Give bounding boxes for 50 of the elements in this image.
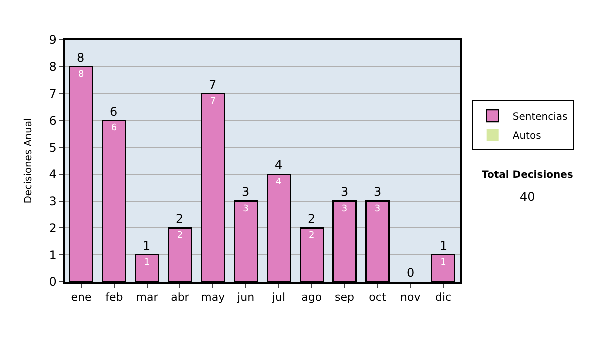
total-label: 7 <box>209 78 217 92</box>
y-tick-label: 6 <box>49 114 57 128</box>
total-label: 6 <box>110 105 118 119</box>
data-label: 6 <box>111 124 118 134</box>
total-label: 3 <box>242 185 250 199</box>
total-label: 1 <box>440 239 448 253</box>
y-tick-label: 8 <box>49 60 57 74</box>
y-tick-label: 4 <box>49 168 57 182</box>
x-tick-label: feb <box>106 290 124 304</box>
y-tick-label: 3 <box>49 194 57 209</box>
data-label: 7 <box>210 96 216 107</box>
data-label: 1 <box>440 258 446 268</box>
x-tick-label: jul <box>271 290 286 304</box>
x-tick-label: mar <box>136 290 159 304</box>
total-label: 3 <box>341 185 349 199</box>
y-tick-label: 7 <box>49 86 57 101</box>
y-tick-label: 1 <box>49 248 57 262</box>
y-tick-label: 2 <box>49 221 57 236</box>
data-label: 2 <box>177 231 184 242</box>
text: 40 <box>520 190 536 204</box>
total-label: 4 <box>275 158 283 172</box>
data-label: 3 <box>342 204 348 214</box>
total-label: 2 <box>308 212 316 226</box>
x-tick-label: nov <box>400 290 422 304</box>
legend-label: Sentencias <box>512 112 568 123</box>
x-tick-label: oct <box>369 290 387 304</box>
data-label: 3 <box>243 204 249 214</box>
total-label: 8 <box>77 51 85 65</box>
total-label: 1 <box>143 239 151 253</box>
y-tick-label: 0 <box>49 275 57 290</box>
x-tick-label: abr <box>171 290 190 304</box>
y-tick-label: 5 <box>49 140 57 155</box>
x-tick-label: ene <box>71 290 92 304</box>
legend-label: Autos <box>512 130 542 142</box>
total-label: 2 <box>176 212 184 226</box>
data-label: 4 <box>276 177 282 188</box>
x-tick-label: jun <box>236 290 255 304</box>
y-axis-title: Decisiones Anual <box>24 118 35 204</box>
total-label: 3 <box>374 185 382 199</box>
data-label: 3 <box>374 204 381 214</box>
total-label: 0 <box>407 266 415 280</box>
x-tick-label: dic <box>435 290 452 304</box>
x-tick-label: may <box>201 290 226 304</box>
data-label: 8 <box>78 70 84 80</box>
data-label: 2 <box>309 231 315 242</box>
x-tick-label: ago <box>302 290 322 304</box>
text: Total Decisiones <box>482 170 574 181</box>
y-tick-label: 9 <box>49 33 57 48</box>
data-label: 1 <box>144 258 150 268</box>
x-tick-label: sep <box>335 290 355 304</box>
